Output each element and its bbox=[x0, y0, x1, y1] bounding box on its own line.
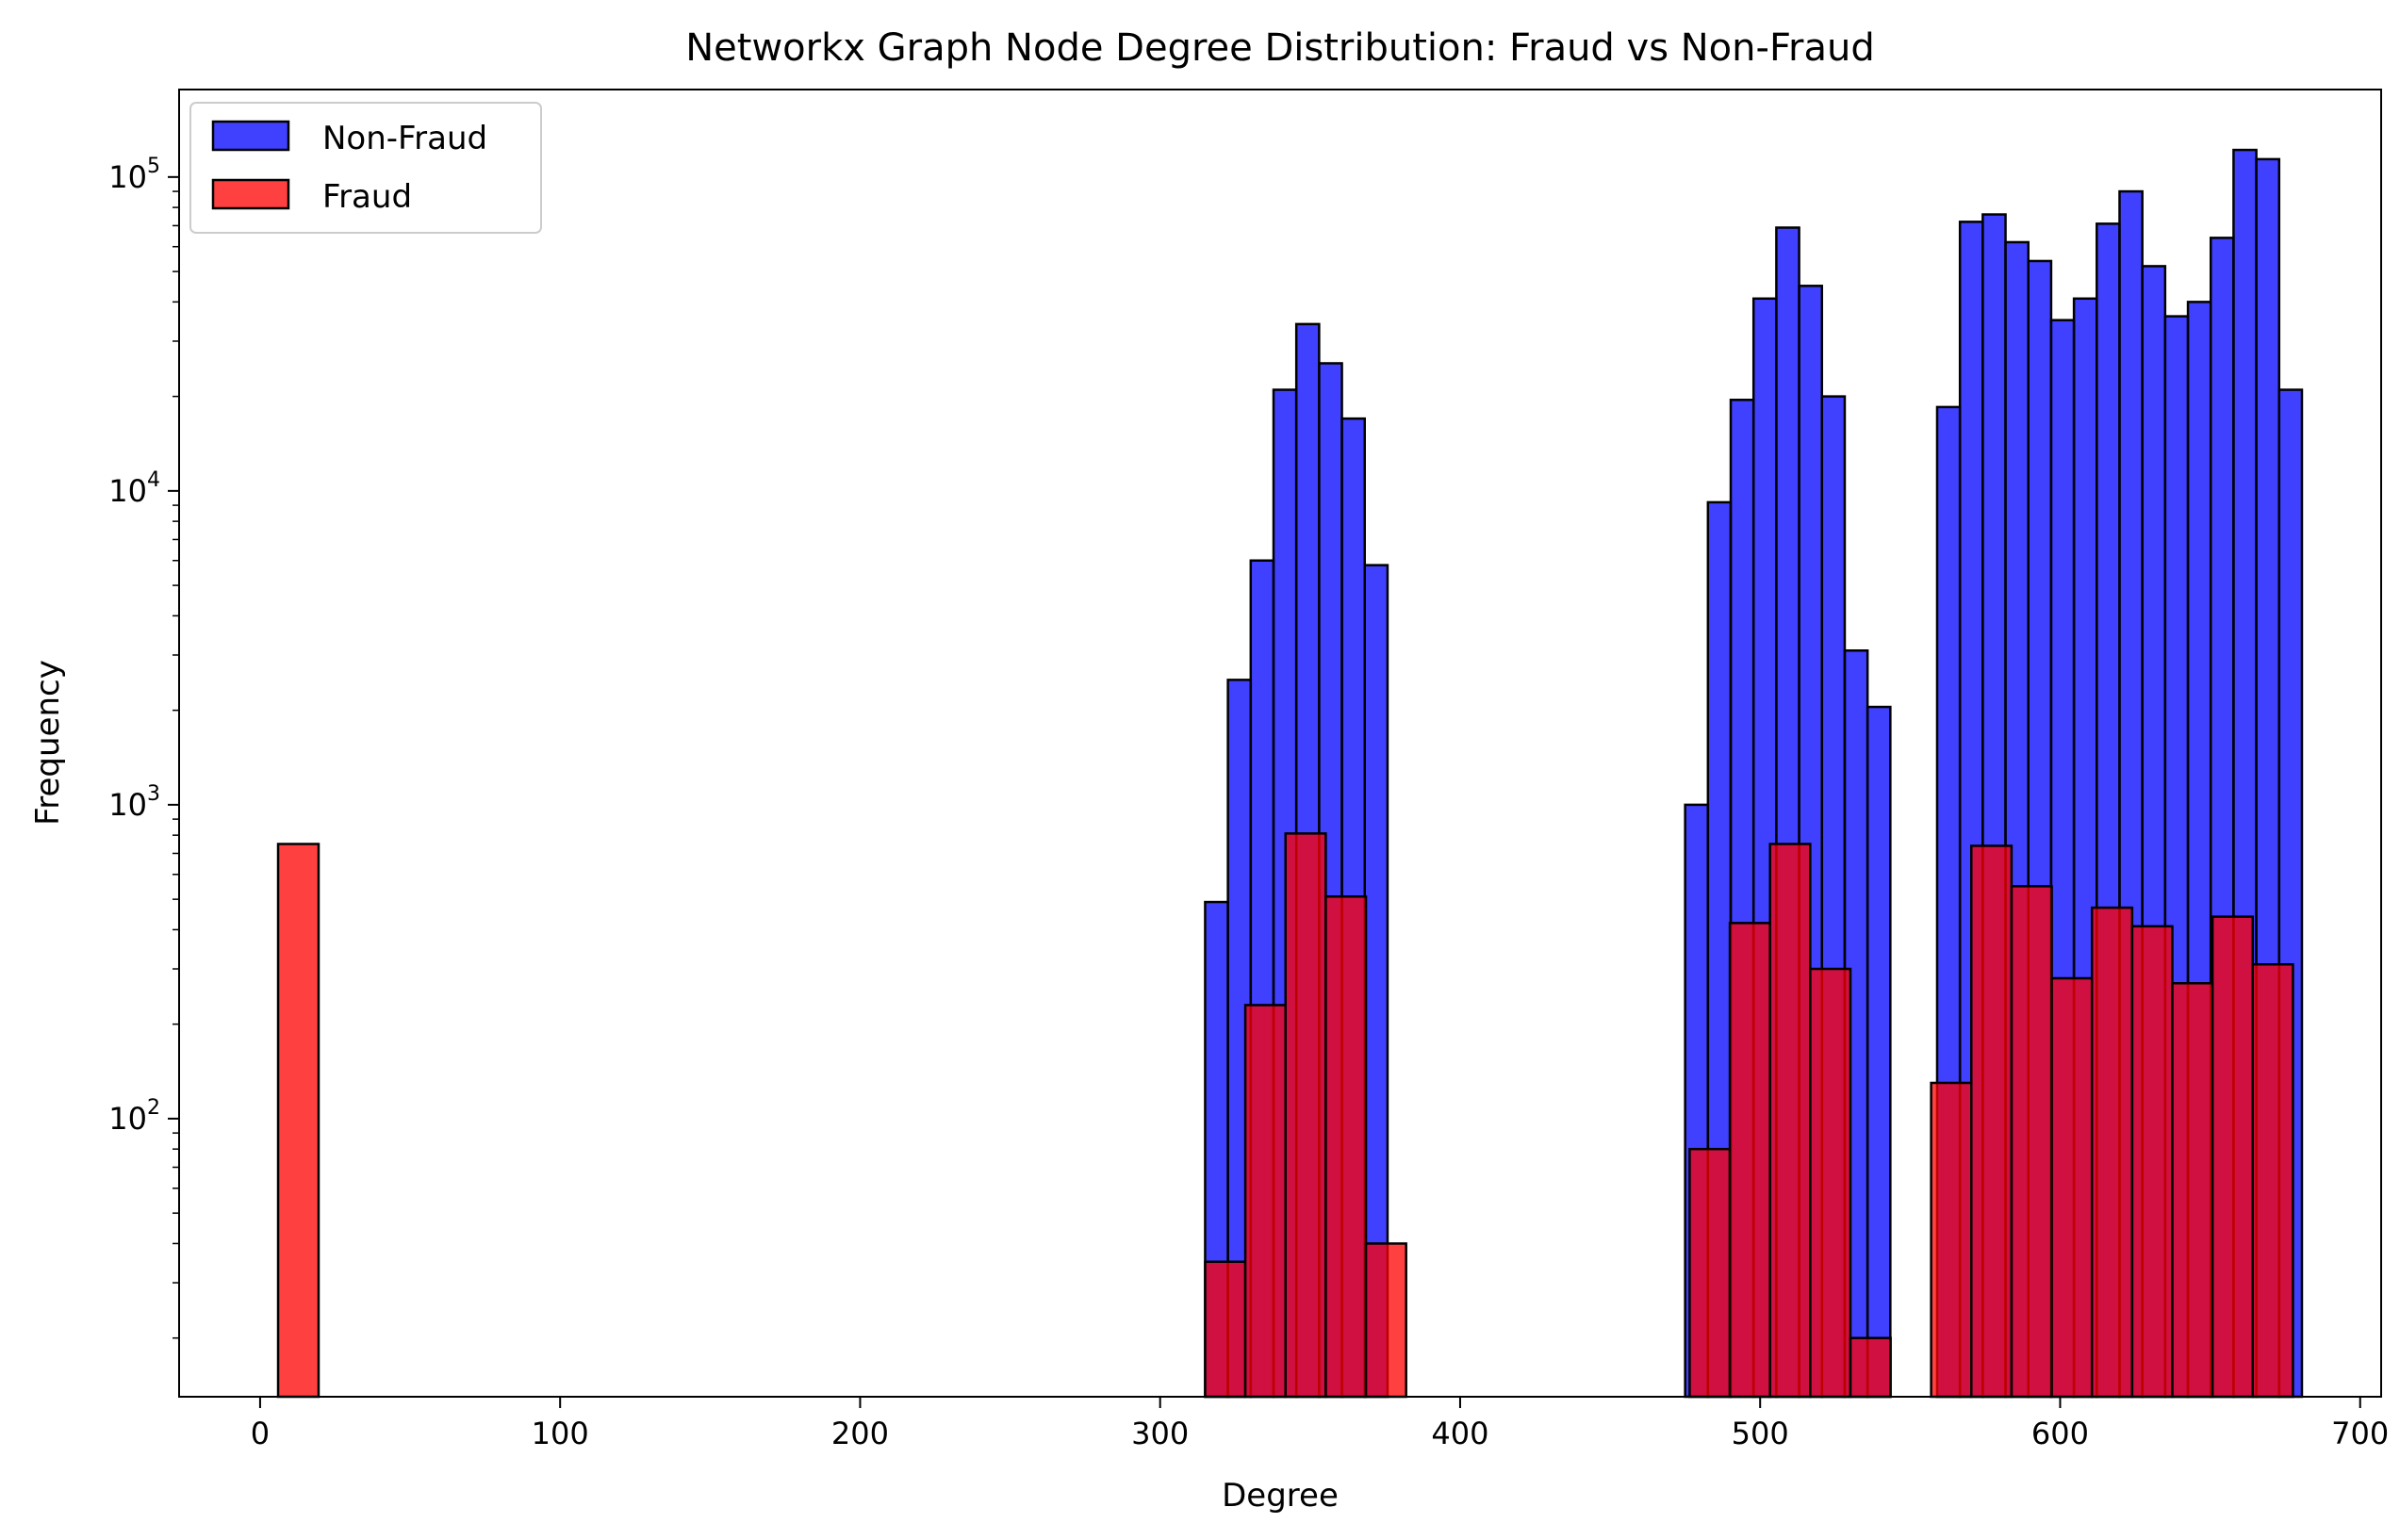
x-tick-label-0: 0 bbox=[251, 1416, 270, 1451]
fraud-bar-8 bbox=[1768, 843, 1812, 1399]
non-fraud-bar-16 bbox=[1866, 705, 1892, 1399]
fraud-bar-0 bbox=[276, 843, 321, 1399]
plot-frame bbox=[178, 89, 2382, 1398]
legend: Non-Fraud Fraud bbox=[189, 102, 542, 234]
y-axis-label: Frequency bbox=[29, 660, 67, 826]
legend-swatch-fraud bbox=[211, 178, 290, 210]
x-tick-label-400: 400 bbox=[1431, 1416, 1488, 1451]
fraud-bar-4 bbox=[1324, 895, 1368, 1399]
x-axis: 0 100 200 300 400 500 600 700 bbox=[251, 1397, 2389, 1451]
fraud-bar-10 bbox=[1849, 1336, 1892, 1399]
fraud-bar-16 bbox=[2130, 925, 2174, 1399]
fraud-bar-7 bbox=[1728, 922, 1771, 1399]
legend-swatch-non-fraud bbox=[211, 120, 290, 152]
fraud-bar-19 bbox=[2251, 963, 2294, 1399]
fraud-bar-15 bbox=[2090, 906, 2134, 1399]
fraud-bars bbox=[276, 832, 2294, 1399]
fraud-bar-13 bbox=[2010, 885, 2053, 1399]
x-tick-label-500: 500 bbox=[1732, 1416, 1789, 1451]
plot-area bbox=[178, 89, 2382, 1399]
fraud-bar-1 bbox=[1204, 1260, 1247, 1399]
x-tick-label-200: 200 bbox=[831, 1416, 889, 1451]
fraud-bar-5 bbox=[1364, 1242, 1407, 1399]
y-tick-label-100: 102 bbox=[108, 1096, 160, 1137]
fraud-bar-14 bbox=[2050, 976, 2094, 1399]
fraud-bar-17 bbox=[2171, 982, 2214, 1399]
x-axis-label: Degree bbox=[1222, 1477, 1339, 1515]
x-tick-label-600: 600 bbox=[2031, 1416, 2089, 1451]
fraud-bar-2 bbox=[1243, 1004, 1287, 1399]
legend-label-fraud: Fraud bbox=[322, 178, 412, 216]
chart-title: Networkx Graph Node Degree Distribution:… bbox=[685, 26, 1874, 70]
x-tick-label-700: 700 bbox=[2331, 1416, 2389, 1451]
fraud-bar-6 bbox=[1688, 1147, 1732, 1399]
fraud-bar-12 bbox=[1970, 844, 2014, 1399]
x-tick-label-300: 300 bbox=[1131, 1416, 1189, 1451]
fraud-bar-3 bbox=[1284, 832, 1327, 1399]
fraud-bar-18 bbox=[2211, 915, 2255, 1399]
legend-label-non-fraud: Non-Fraud bbox=[322, 120, 487, 157]
fraud-bar-11 bbox=[1930, 1081, 1973, 1399]
fraud-bar-9 bbox=[1809, 967, 1852, 1399]
x-tick-label-100: 100 bbox=[532, 1416, 589, 1451]
